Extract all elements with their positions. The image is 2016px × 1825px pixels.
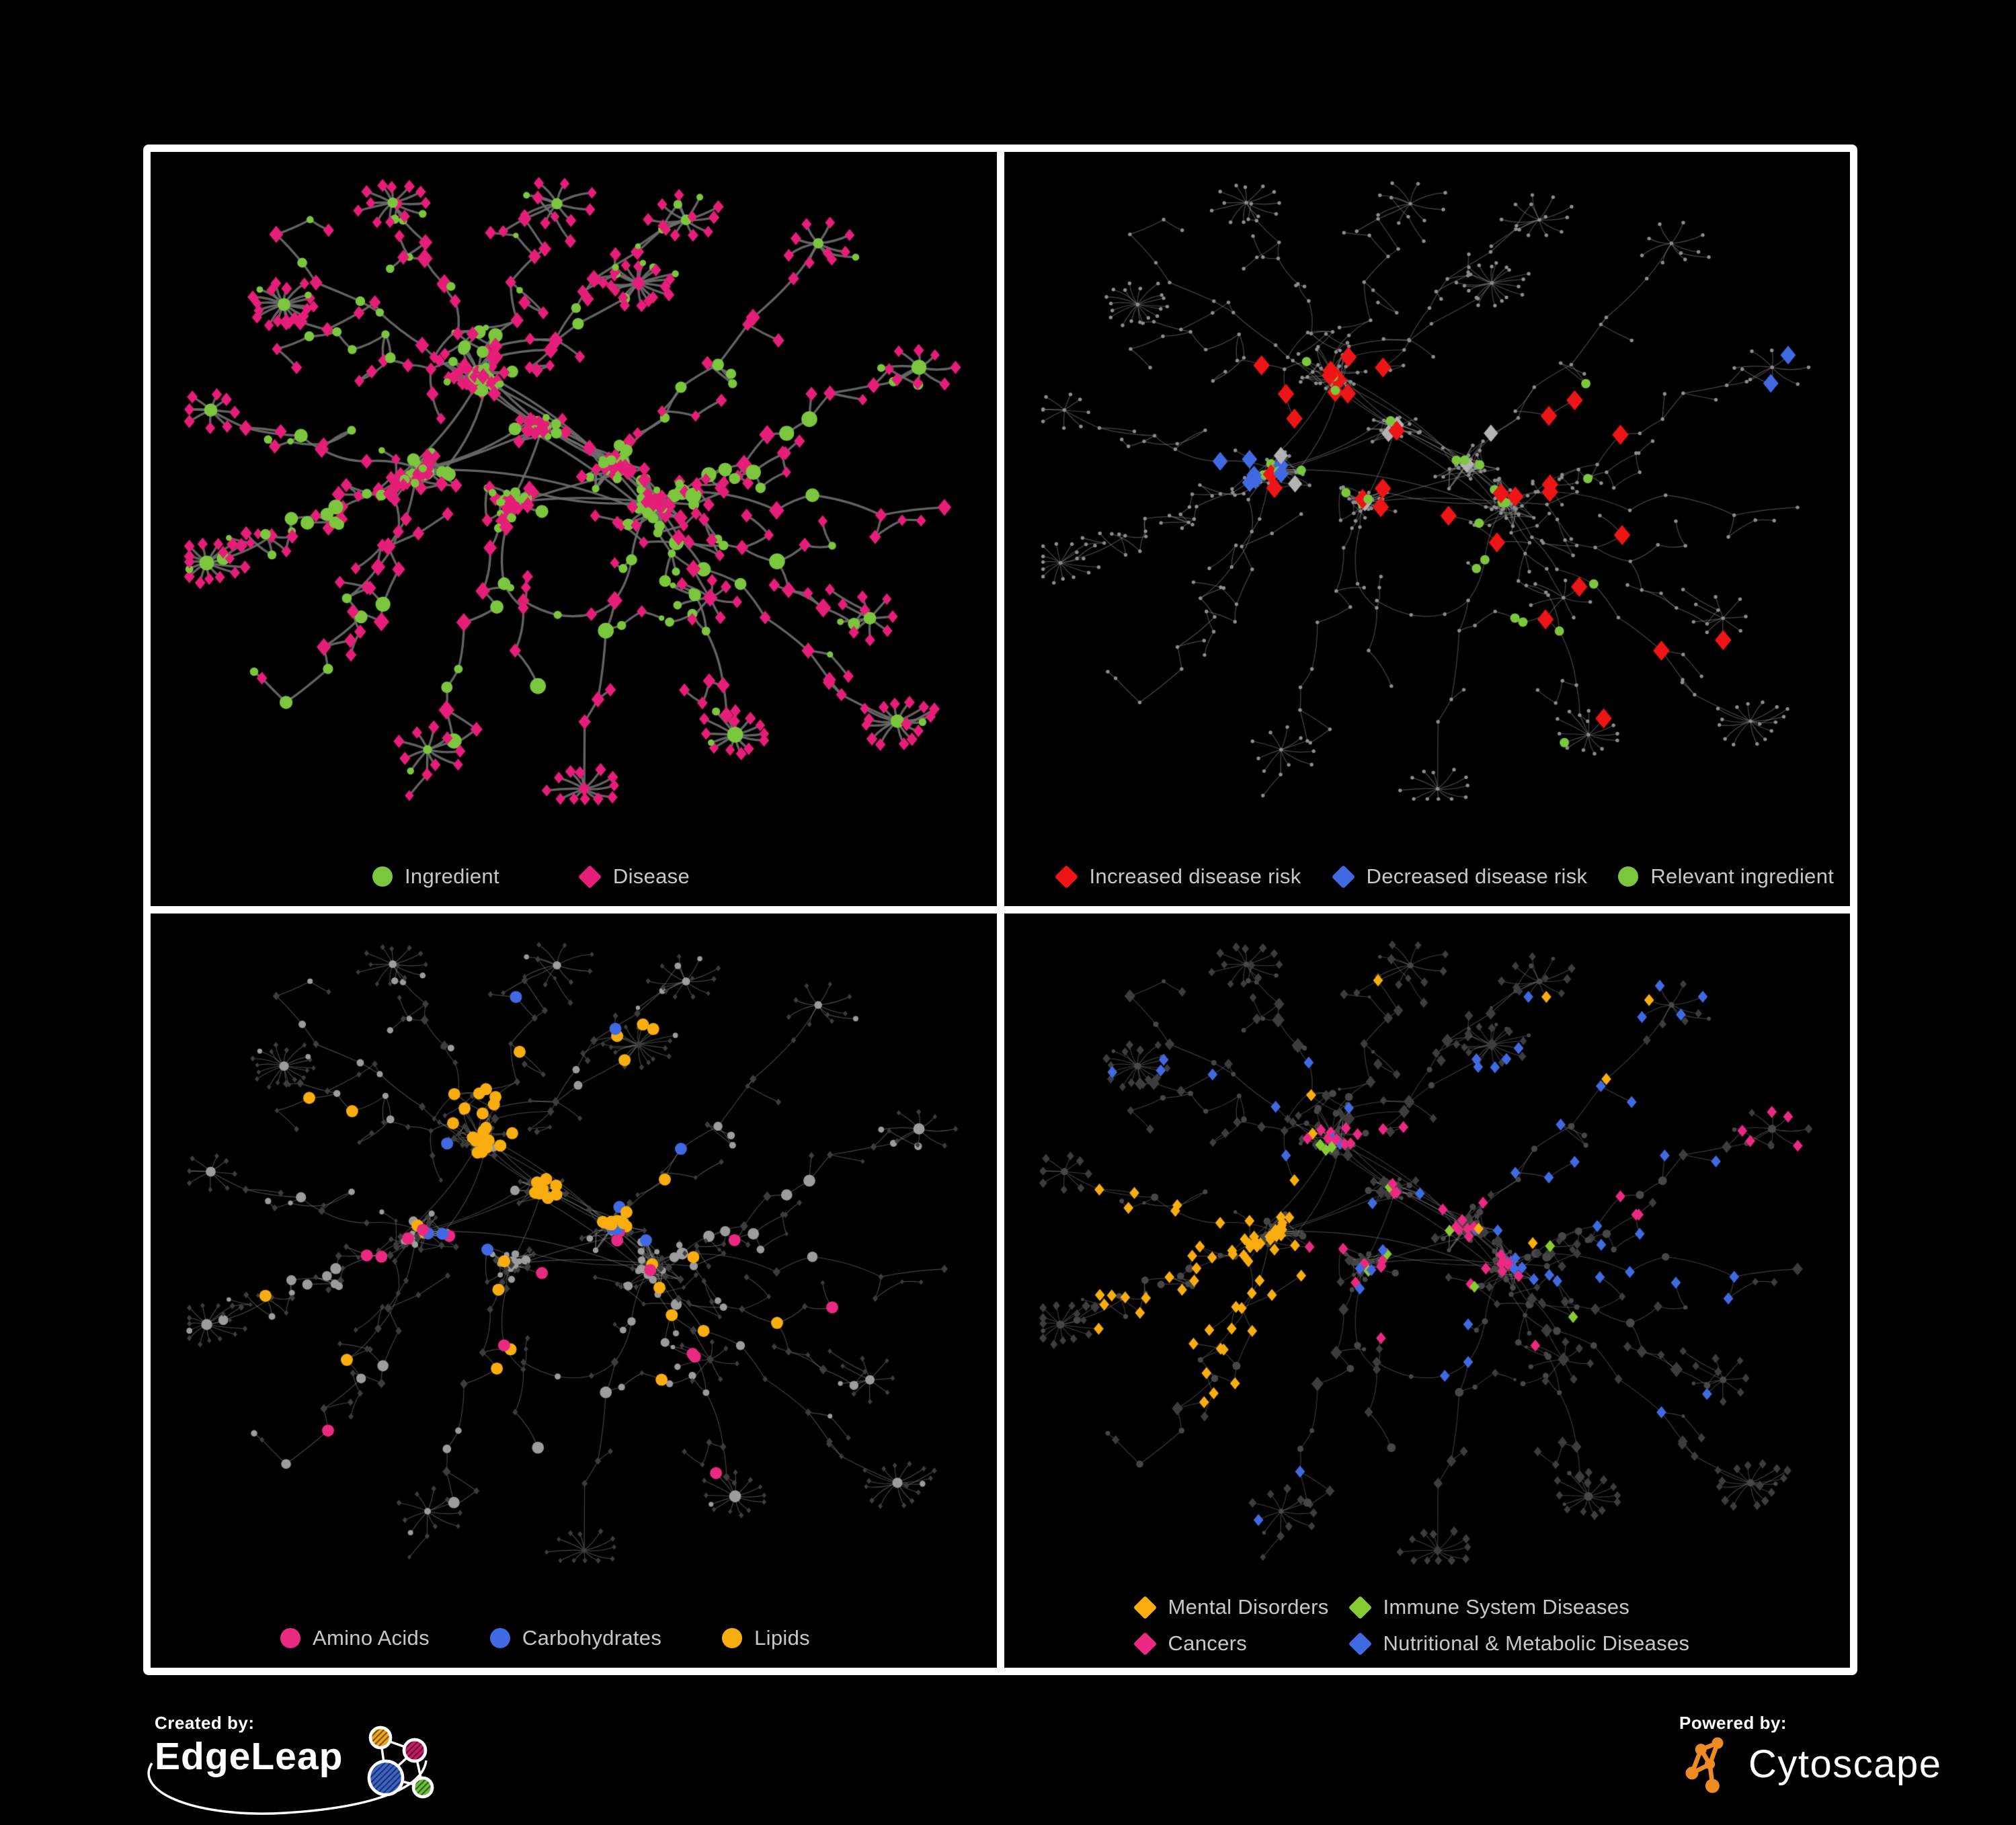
disease-risk-network-canvas bbox=[1004, 152, 1850, 906]
legend-label: Amino Acids bbox=[313, 1626, 430, 1650]
legend-label: Relevant ingredient bbox=[1650, 864, 1834, 888]
disease-diamond-swatch bbox=[577, 864, 602, 889]
cytoscape-network-icon bbox=[1685, 1737, 1724, 1793]
panel-ingredient-disease: Ingredient Disease bbox=[151, 152, 997, 906]
panel-nutrient-classes: Amino Acids Carbohydrates Lipids bbox=[151, 914, 997, 1668]
powered-by-label: Powered by: bbox=[1679, 1713, 1787, 1733]
legend-label: Increased disease risk bbox=[1089, 864, 1301, 888]
powered-by-block: Powered by: Cytoscape bbox=[1679, 1713, 1942, 1796]
legend-item-lipids: Lipids bbox=[722, 1626, 810, 1650]
legend-label: Disease bbox=[612, 864, 690, 888]
cytoscape-lockup: Cytoscape bbox=[1679, 1732, 1942, 1796]
disease-class-network-canvas bbox=[1004, 914, 1850, 1668]
carbohydrates-circle-swatch bbox=[489, 1628, 510, 1648]
legend-disease-classes: Mental Disorders Immune System Diseases … bbox=[1004, 1595, 1851, 1656]
legend-label: Carbohydrates bbox=[522, 1626, 662, 1650]
increased-risk-diamond-swatch bbox=[1054, 864, 1078, 889]
edgeleap-wordmark: EdgeLeap bbox=[155, 1735, 344, 1778]
legend-label: Lipids bbox=[754, 1626, 810, 1650]
nutritional-metabolic-diamond-swatch bbox=[1348, 1631, 1372, 1656]
legend-item-disease: Disease bbox=[577, 864, 690, 889]
figure-frame: Ingredient Disease Increased disease ris… bbox=[143, 145, 1857, 1675]
amino-acids-circle-swatch bbox=[280, 1628, 300, 1648]
legend-item-immune-diseases: Immune System Diseases bbox=[1348, 1595, 1851, 1619]
relevant-ingredient-circle-swatch bbox=[1618, 866, 1639, 887]
legend-label: Ingredient bbox=[405, 864, 499, 888]
legend-item-nutritional-metabolic: Nutritional & Metabolic Diseases bbox=[1348, 1631, 1851, 1656]
legend-nutrient-classes: Amino Acids Carbohydrates Lipids bbox=[151, 1626, 997, 1650]
cancers-diamond-swatch bbox=[1133, 1631, 1157, 1656]
ingredient-circle-swatch bbox=[372, 866, 393, 887]
edgeleap-lockup: EdgeLeap bbox=[147, 1726, 445, 1815]
panel-disease-risk: Increased disease risk Decreased disease… bbox=[1004, 152, 1851, 906]
created-by-block: Created by: EdgeLeap bbox=[147, 1713, 445, 1815]
legend-item-increased-risk: Increased disease risk bbox=[1054, 864, 1301, 889]
created-by-label: Created by: bbox=[155, 1713, 255, 1733]
edgeleap-network-icon bbox=[368, 1726, 434, 1799]
legend-label: Nutritional & Metabolic Diseases bbox=[1383, 1631, 1690, 1655]
decreased-risk-diamond-swatch bbox=[1331, 864, 1355, 889]
legend-disease-risk: Increased disease risk Decreased disease… bbox=[1004, 864, 1851, 889]
legend-label: Decreased disease risk bbox=[1366, 864, 1588, 888]
legend-item-ingredient: Ingredient bbox=[372, 864, 499, 889]
legend-item-decreased-risk: Decreased disease risk bbox=[1331, 864, 1588, 889]
legend-item-carbohydrates: Carbohydrates bbox=[489, 1626, 662, 1650]
legend-ingredient-disease: Ingredient Disease bbox=[151, 864, 997, 889]
cytoscape-wordmark: Cytoscape bbox=[1748, 1742, 1942, 1786]
legend-item-cancers: Cancers bbox=[1133, 1631, 1349, 1656]
panel-disease-classes: Mental Disorders Immune System Diseases … bbox=[1004, 914, 1851, 1668]
nutrient-class-network-canvas bbox=[151, 914, 997, 1668]
mental-disorders-diamond-swatch bbox=[1133, 1595, 1157, 1619]
lipids-circle-swatch bbox=[722, 1628, 743, 1648]
legend-label: Immune System Diseases bbox=[1383, 1595, 1630, 1619]
immune-diseases-diamond-swatch bbox=[1348, 1595, 1372, 1619]
legend-item-amino-acids: Amino Acids bbox=[280, 1626, 430, 1650]
ingredient-disease-network-canvas bbox=[151, 152, 997, 906]
legend-label: Cancers bbox=[1168, 1631, 1248, 1655]
legend-item-mental-disorders: Mental Disorders bbox=[1133, 1595, 1349, 1619]
legend-item-relevant-ingredient: Relevant ingredient bbox=[1618, 864, 1834, 889]
legend-label: Mental Disorders bbox=[1168, 1595, 1329, 1619]
